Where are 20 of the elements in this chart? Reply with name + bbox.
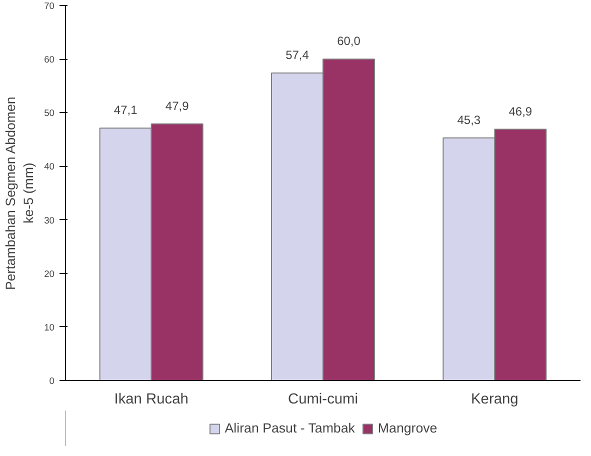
data-label: 45,3 — [457, 112, 481, 127]
y-tick-label: 0 — [49, 376, 55, 386]
y-tick-label: 40 — [44, 162, 55, 172]
data-label: 47,1 — [114, 103, 138, 118]
x-tick-label: Ikan Rucah — [114, 392, 188, 408]
x-tick-label: Cumi-cumi — [288, 392, 358, 408]
y-tick-label: 30 — [44, 215, 55, 226]
legend-label: Aliran Pasut - Tambak — [224, 420, 355, 436]
data-label: 46,9 — [508, 104, 532, 118]
y-tick-label: 60 — [44, 54, 55, 65]
y-axis-title: Pertambahan Segmen Abdomen ke-5 (mm) — [3, 96, 36, 290]
data-label: 57,4 — [286, 48, 310, 62]
x-tick-label: Kerang — [471, 392, 518, 408]
y-tick-label: 50 — [44, 108, 55, 118]
data-label: 60,0 — [337, 34, 361, 48]
legend-label: Mangrove — [378, 420, 438, 436]
y-tick-label: 10 — [44, 322, 55, 332]
y-tick-label: 20 — [44, 268, 55, 279]
data-label: 47,9 — [165, 98, 190, 113]
y-tick-label: 70 — [44, 1, 55, 11]
